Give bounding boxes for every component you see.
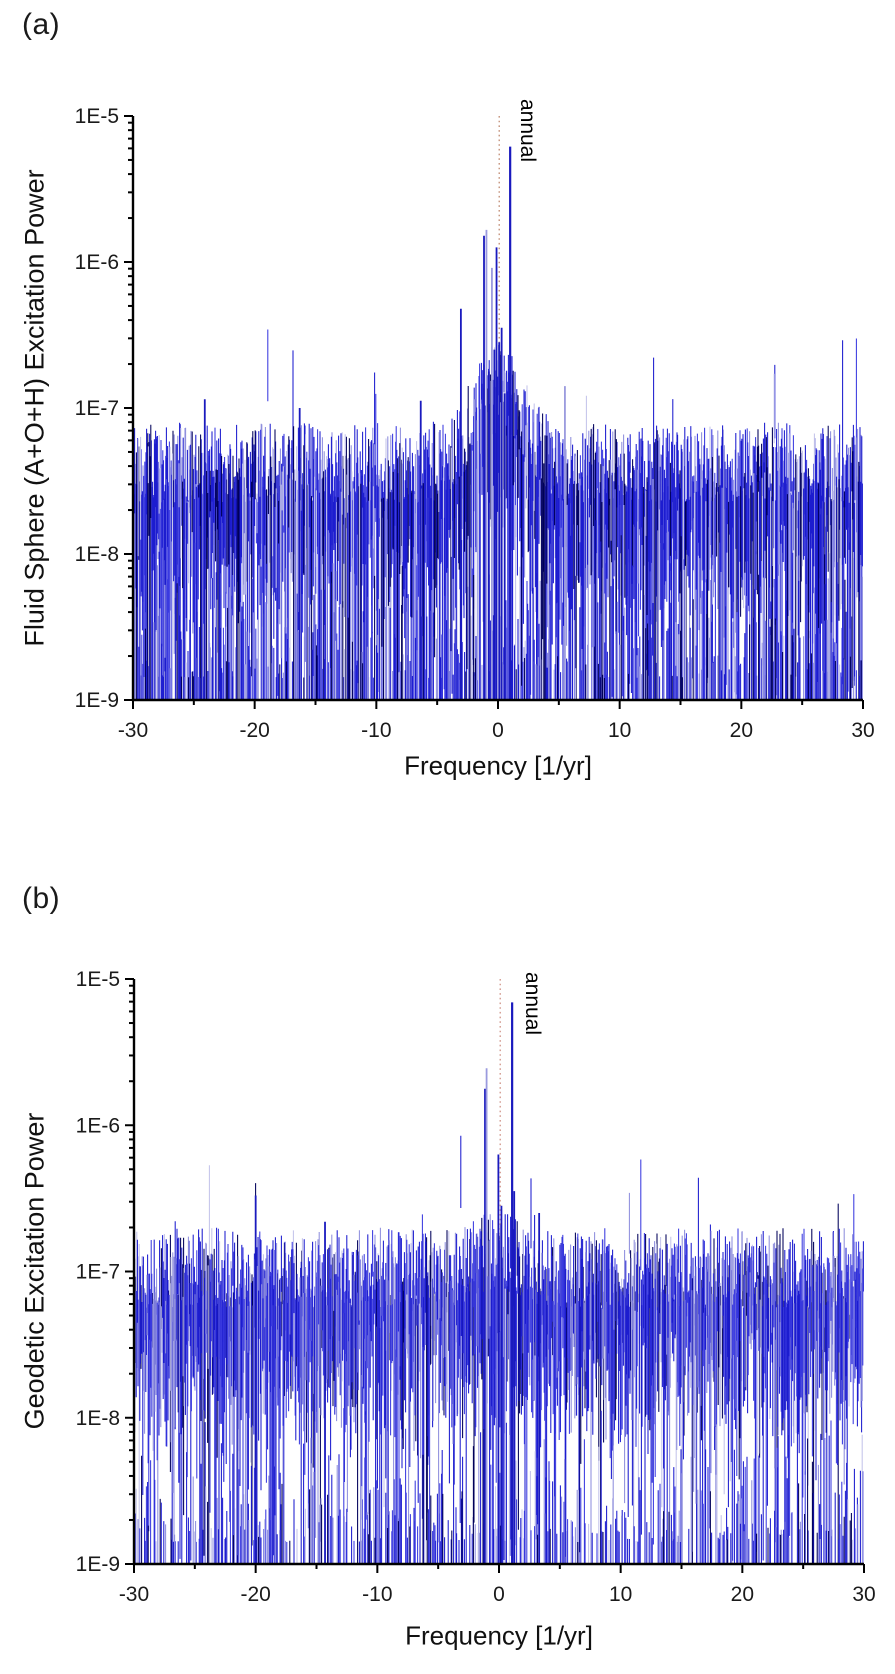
panel-a-x-axis-title: Frequency [1/yr] — [404, 750, 592, 781]
x-tick-label: 0 — [492, 719, 504, 742]
panel-a-y-axis-title: Fluid Sphere (A+O+H) Excitation Power — [19, 169, 50, 647]
panel-b-y-axis-title: Geodetic Excitation Power — [19, 1112, 50, 1430]
y-tick-label: 1E-6 — [76, 1114, 120, 1137]
y-tick-label: 1E-8 — [76, 1407, 120, 1430]
y-tick-label: 1E-9 — [75, 689, 119, 712]
x-tick-label: -30 — [119, 1583, 149, 1606]
panel-b-plot: -30 -20 -10 0 10 20 30 1E-5 1E-6 1E-7 1E-8 1E-9 annu… — [76, 968, 876, 1606]
y-tick-label: 1E-9 — [76, 1553, 120, 1576]
axis-ticks — [124, 115, 864, 709]
panel-a-plot: -30 -20 -10 0 10 20 30 1E-5 1E-6 1E-7 1E-8 1E-9 annu… — [75, 99, 875, 742]
annual-label: annual — [516, 99, 539, 162]
x-tick-label: 30 — [852, 1583, 875, 1606]
tick-labels: -30 -20 -10 0 10 20 30 1E-5 1E-6 1E-7 1E-8 1E-9 — [76, 968, 876, 1606]
noise-series — [132, 329, 863, 700]
x-tick-label: 10 — [608, 719, 631, 742]
x-tick-label: 10 — [609, 1583, 632, 1606]
axis-ticks — [125, 978, 865, 1573]
x-tick-label: 30 — [851, 719, 874, 742]
panel-b-x-axis-title: Frequency [1/yr] — [405, 1620, 593, 1651]
peak-lines — [254, 1002, 541, 1564]
x-tick-label: -10 — [361, 719, 391, 742]
x-tick-label: 20 — [730, 719, 753, 742]
x-tick-label: -30 — [118, 719, 148, 742]
x-tick-label: -20 — [240, 1583, 270, 1606]
x-tick-label: -20 — [239, 719, 269, 742]
y-tick-label: 1E-5 — [76, 968, 120, 991]
y-tick-label: 1E-7 — [76, 1261, 120, 1284]
y-tick-label: 1E-7 — [75, 397, 119, 420]
y-tick-label: 1E-8 — [75, 543, 119, 566]
x-tick-label: 20 — [731, 1583, 754, 1606]
tick-labels: -30 -20 -10 0 10 20 30 1E-5 1E-6 1E-7 1E-8 1E-9 — [75, 105, 875, 742]
x-tick-label: 0 — [493, 1583, 505, 1606]
annual-label: annual — [521, 972, 544, 1035]
y-tick-label: 1E-6 — [75, 251, 119, 274]
noise-series — [133, 1135, 864, 1564]
panel-a-tag: (a) — [22, 8, 61, 41]
y-tick-label: 1E-5 — [75, 105, 119, 128]
x-tick-label: -10 — [362, 1583, 392, 1606]
peak-lines — [203, 146, 566, 700]
panel-b-tag: (b) — [22, 882, 61, 915]
